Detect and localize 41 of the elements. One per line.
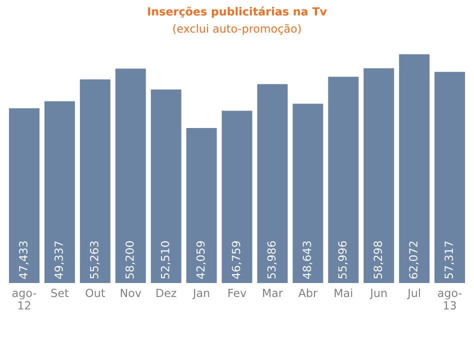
bar xyxy=(364,68,394,283)
x-tick-label: Jul xyxy=(407,288,420,300)
data-label: 58,298 xyxy=(374,241,384,279)
data-label: 55,263 xyxy=(90,241,100,279)
x-tick-label: Abr xyxy=(298,288,318,298)
x-tick-label: Nov xyxy=(120,288,142,298)
bar xyxy=(8,108,40,283)
x-tick-label: Mai xyxy=(334,288,352,298)
data-label: 48,643 xyxy=(302,241,312,279)
x-tick-label: Jun xyxy=(370,288,387,300)
bar xyxy=(399,54,430,283)
x-tick-label: Mar xyxy=(263,288,283,298)
x-tick-label: Dez xyxy=(156,288,176,298)
chart-subtitle: (exclui auto-promoção) xyxy=(173,24,301,35)
data-label: 46,759 xyxy=(232,241,242,279)
data-label: 62,072 xyxy=(409,242,419,279)
x-tick-label: Fev xyxy=(228,288,246,298)
bar xyxy=(328,76,359,283)
data-label: 53,986 xyxy=(267,241,277,279)
data-label: 49,337 xyxy=(54,241,64,279)
bar xyxy=(44,101,75,283)
chart-title: Inserções publicitárias na Tv xyxy=(148,6,327,18)
bar xyxy=(150,90,182,283)
bar xyxy=(434,72,466,283)
data-label: 55,996 xyxy=(338,241,348,279)
bar xyxy=(80,79,110,283)
data-label: 58,200 xyxy=(125,241,135,279)
x-tick-label: ago- 13 xyxy=(438,290,462,310)
bar xyxy=(257,84,288,283)
data-label: 52,510 xyxy=(160,241,170,279)
data-label: 42,059 xyxy=(196,241,206,279)
bar xyxy=(222,110,252,283)
data-label: 57,317 xyxy=(444,241,454,279)
bar xyxy=(186,128,217,283)
x-tick-label: Set xyxy=(51,288,69,298)
bar xyxy=(115,68,146,283)
x-tick-label: Out xyxy=(86,288,105,298)
x-tick-label: ago- 12 xyxy=(12,290,36,310)
x-tick-label: Jan xyxy=(192,288,210,300)
bar xyxy=(292,104,324,283)
data-label: 47,433 xyxy=(19,241,29,279)
